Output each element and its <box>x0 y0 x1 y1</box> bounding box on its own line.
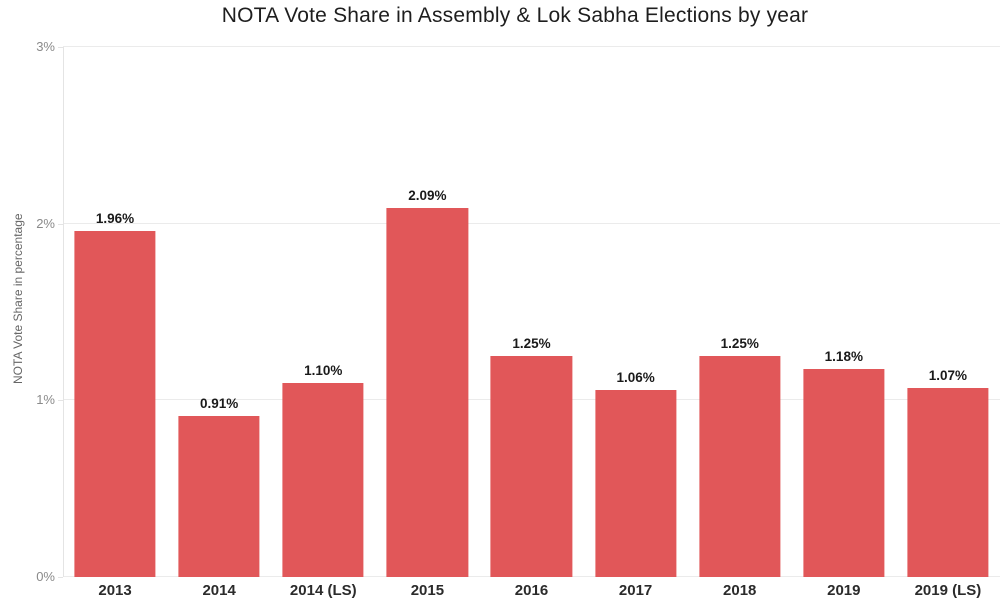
plot-area: 1.96% 0.91% 1.10% 2.09% 1.25% 1.06% 1.25% 1.18%… <box>63 46 1000 577</box>
x-axis-tick-label: 2015 <box>410 582 445 599</box>
bar-slot: 2.09% <box>375 47 479 577</box>
bar-value-label: 1.07% <box>928 367 968 383</box>
bar-value-label: 0.91% <box>200 396 239 412</box>
x-axis-tick-label: 2014 <box>202 582 236 599</box>
bar-value-label: 1.25% <box>512 336 551 352</box>
x-axis-tick-label: 2013 <box>98 582 132 599</box>
y-axis-tick <box>58 223 63 225</box>
chart-title: NOTA Vote Share in Assembly & Lok Sabha … <box>221 4 809 27</box>
bar <box>490 356 573 577</box>
bar <box>803 368 885 577</box>
bar-value-label: 1.10% <box>304 362 343 378</box>
bar <box>386 207 468 577</box>
bar-slot: 1.07% <box>896 47 1000 577</box>
x-axis-tick-label: 2016 <box>514 582 549 599</box>
bar <box>74 230 156 577</box>
x-axis-tick-labels: 2013 2014 2014 (LS) 2015 2016 2017 2018 2019 201… <box>63 582 1000 599</box>
bar <box>594 389 677 577</box>
x-axis-tick-label: 2018 <box>723 582 757 599</box>
x-axis-tick-label: 2014 (LS) <box>289 582 357 599</box>
y-axis-tick <box>58 47 63 48</box>
x-axis-tick-label: 2019 <box>827 582 861 599</box>
y-axis-line <box>63 47 64 577</box>
bar-slot: 1.06% <box>584 47 688 577</box>
y-axis-tick-label: 0% <box>36 569 55 584</box>
y-axis-tick-label: 2% <box>36 215 55 231</box>
y-axis-title: NOTA Vote Share in percentage <box>11 213 25 384</box>
x-axis-tick-label: 2019 (LS) <box>914 582 982 599</box>
bar-slot: 0.91% <box>167 47 271 577</box>
bar-slot: 1.25% <box>479 47 583 577</box>
y-axis-tick-label: 3% <box>36 39 55 54</box>
bar-value-label: 1.25% <box>720 336 759 352</box>
bar-value-label: 2.09% <box>408 187 447 203</box>
bar-value-label: 1.96% <box>95 210 135 226</box>
bar-slot: 1.10% <box>271 47 375 577</box>
bar <box>178 416 260 577</box>
bar-slot: 1.18% <box>792 47 896 577</box>
gridline <box>63 46 1000 47</box>
bar-slot: 1.96% <box>63 47 167 577</box>
bar <box>699 356 781 577</box>
y-axis-tick-label: 1% <box>36 392 55 408</box>
bar-slot: 1.25% <box>688 47 792 577</box>
gridline <box>63 222 1000 224</box>
x-axis-tick-label: 2017 <box>618 582 653 599</box>
bar <box>907 387 989 577</box>
bar <box>282 382 364 577</box>
y-axis-tick <box>58 577 63 578</box>
bar-value-label: 1.06% <box>616 369 655 385</box>
y-axis-tick <box>58 400 63 402</box>
bar-series: 1.96% 0.91% 1.10% 2.09% 1.25% 1.06% 1.25% 1.18%… <box>63 47 1000 577</box>
bar-value-label: 1.18% <box>824 348 863 364</box>
